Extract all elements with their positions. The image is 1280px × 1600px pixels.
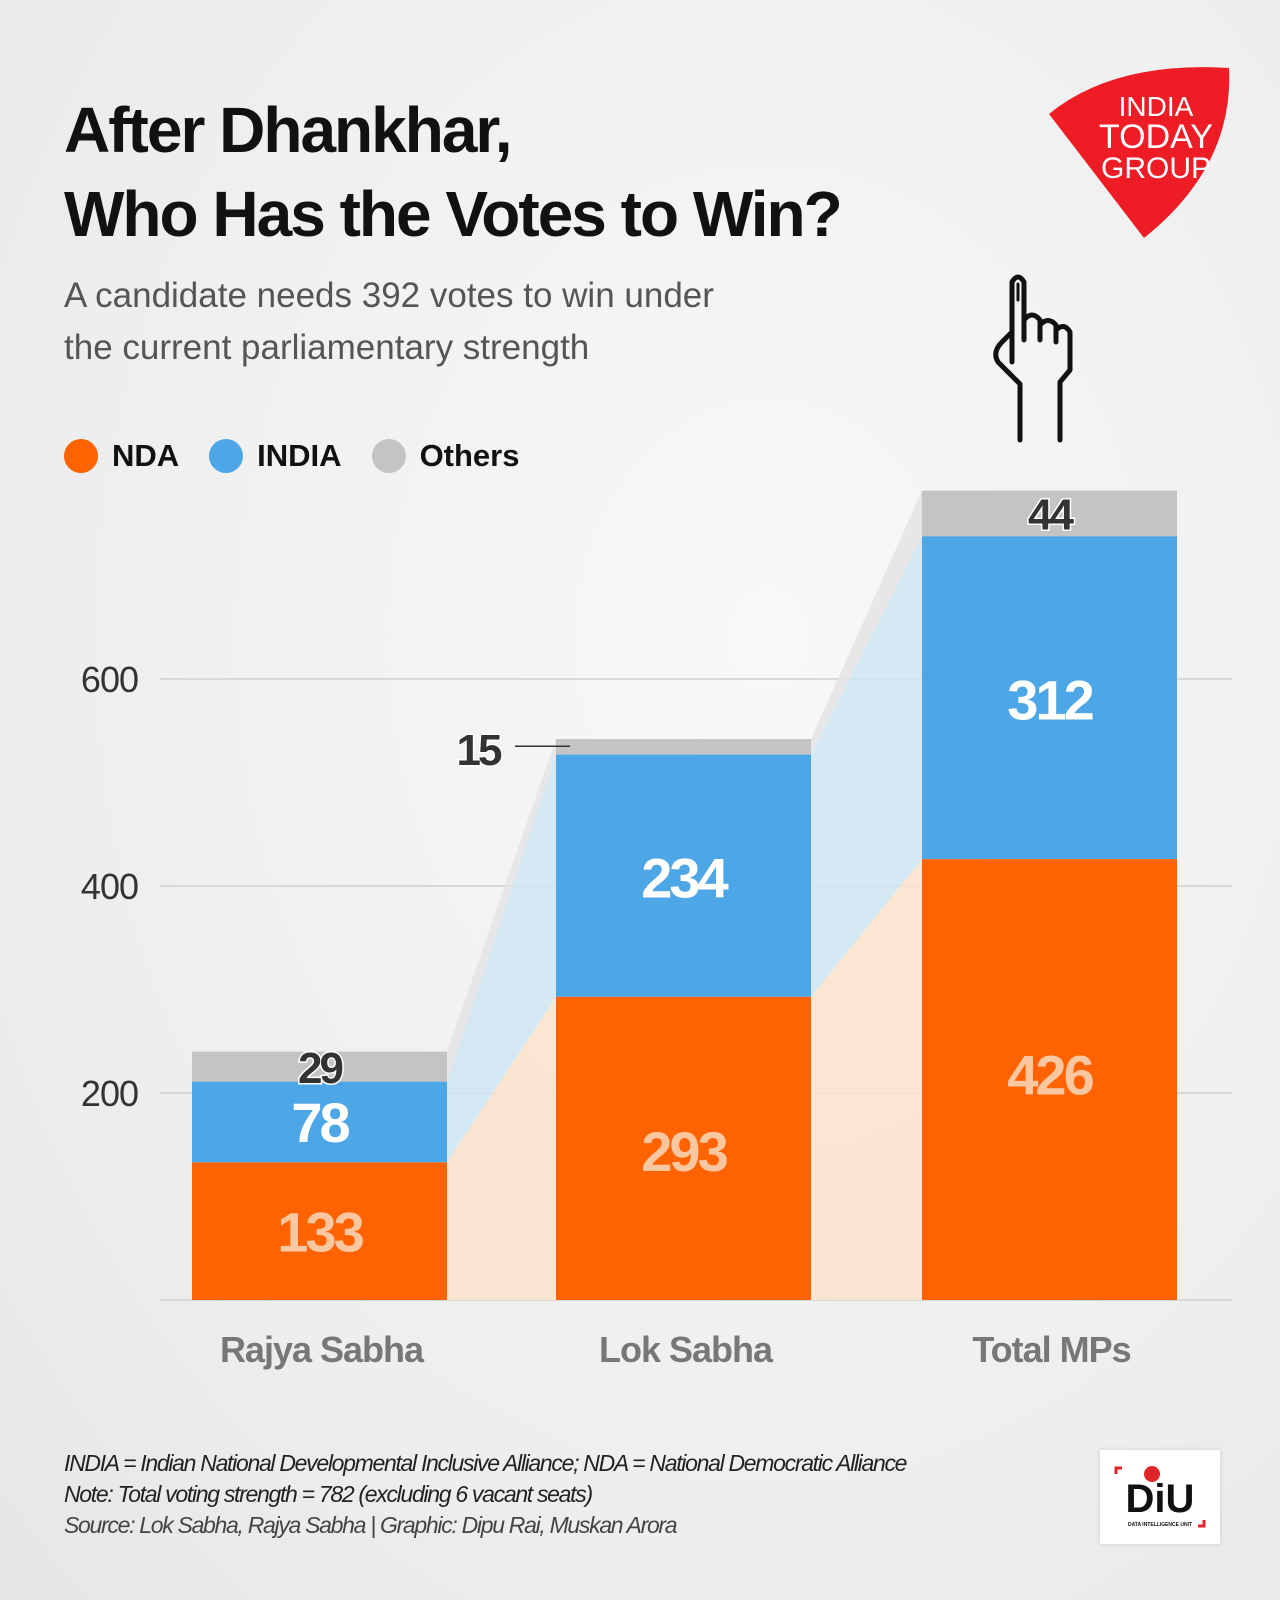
legend-label-india: INDIA [257,438,342,473]
diu-text: DiU [1126,1477,1195,1521]
x-label-2: Total MPs [972,1329,1130,1370]
footer-definitions: INDIA = Indian National Developmental In… [64,1450,907,1476]
subtitle: A candidate needs 392 votes to win under… [64,270,714,374]
data-label-nda-2: 426 [1007,1043,1093,1106]
x-label-0: Rajya Sabha [220,1329,425,1370]
logo-text-2: TODAY [1099,118,1213,156]
connector-india-0 [447,754,556,1163]
connector-india-1 [811,536,922,997]
footer-note: Note: Total voting strength = 782 (exclu… [64,1481,593,1507]
logo-text-3: GROUP [1101,152,1211,185]
footer-source: Source: Lok Sabha, Rajya Sabha | Graphic… [64,1512,678,1538]
y-tick-400: 400 [81,866,138,907]
bar-india-0 [192,1081,447,1163]
chart-legend: NDA INDIA Others [64,438,519,474]
bar-nda-0 [192,1162,447,1300]
footer-notes: INDIA = Indian National Developmental In… [64,1448,907,1541]
bar-nda-1 [556,996,811,1300]
data-label-nda-0: 133 [277,1201,363,1264]
data-label-india-2: 312 [1007,669,1092,732]
y-tick-200: 200 [81,1073,138,1114]
data-label-india-1: 234 [641,847,728,910]
legend-label-others: Others [419,438,520,473]
legend-label-nda: NDA [112,438,180,473]
connector-others-0 [447,739,556,1082]
legend-item-india: INDIA [209,438,342,474]
y-tick-600: 600 [81,659,138,700]
diu-logo: DiU DATA INTELLIGENCE UNIT [1100,1450,1220,1544]
voting-finger-icon [993,274,1073,443]
title-line-1: After Dhankhar, [64,94,513,166]
bar-others-0 [192,1051,447,1082]
data-label-india-0: 78 [291,1091,349,1154]
bar-india-2 [922,536,1177,860]
connector-nda-0 [447,996,556,1300]
legend-swatch-india [209,439,244,473]
legend-swatch-others [371,439,406,473]
subtitle-line-2: the current parliamentary strength [64,328,590,367]
bar-nda-2 [922,859,1177,1300]
diu-subtext: DATA INTELLIGENCE UNIT [1128,1522,1192,1528]
x-label-1: Lok Sabha [599,1329,774,1370]
legend-swatch-nda [64,439,98,473]
connector-others-1 [811,490,922,755]
data-label-others-2: 44 [1028,490,1074,539]
legend-item-nda: NDA [64,438,179,474]
bar-others-1 [556,739,811,755]
page-title: After Dhankhar, Who Has the Votes to Win… [64,88,843,256]
logo-text-1: INDIA [1119,91,1194,122]
data-label-others-0: 29 [298,1044,342,1093]
bar-india-1 [556,754,811,997]
data-label-nda-1: 293 [641,1120,727,1183]
legend-item-others: Others [371,438,520,474]
connector-nda-1 [811,859,922,1300]
india-today-logo: INDIA TODAY GROUP [1049,67,1230,238]
data-label-others-1: 15 [457,726,502,775]
title-line-2: Who Has the Votes to Win? [64,178,843,250]
subtitle-line-1: A candidate needs 392 votes to win under [64,276,714,315]
bar-others-2 [922,490,1177,537]
